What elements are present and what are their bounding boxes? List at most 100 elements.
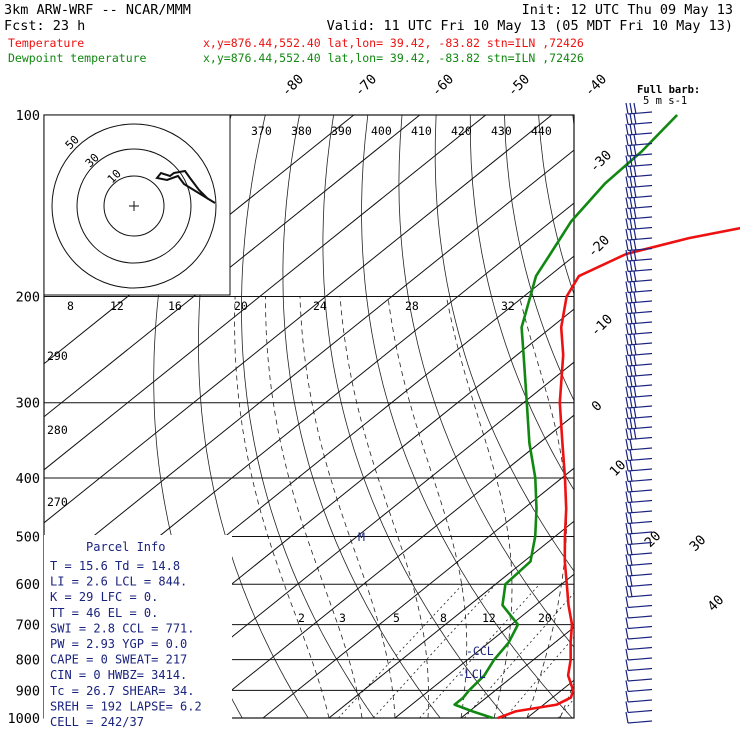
hodograph-ring	[76, 148, 192, 264]
melting-level-marker: M	[358, 530, 365, 544]
moist-adiabat	[234, 296, 330, 718]
isotherm	[262, 467, 574, 718]
pressure-tick-label: 300	[16, 396, 40, 412]
mixing-ratio-label: 2	[298, 611, 305, 625]
theta-label: 390	[331, 124, 352, 138]
wind-barb	[625, 260, 653, 273]
wind-barb	[625, 648, 653, 661]
mixing-ratio-line	[464, 592, 574, 718]
wind-barb	[625, 354, 653, 367]
wind-barb	[625, 606, 653, 619]
wind-barb	[625, 617, 653, 630]
wind-barb	[625, 428, 653, 441]
wind-barb	[625, 333, 653, 346]
wind-barb	[625, 176, 653, 189]
wind-barb	[625, 270, 653, 283]
parcel-info-row: Tc = 26.7 SHEAR= 34.	[50, 684, 195, 698]
model-title: 3km ARW-WRF -- NCAR/MMM	[4, 2, 191, 18]
wind-barb	[625, 344, 653, 357]
hodograph-speed-label: 28	[405, 299, 419, 313]
moist-adiabat	[387, 296, 468, 718]
wind-barb	[625, 291, 653, 304]
parcel-info-row: T = 15.6 Td = 14.8	[50, 559, 180, 573]
parcel-info-row: LI = 2.6 LCL = 844.	[50, 575, 187, 589]
wind-barb	[625, 365, 653, 378]
pressure-tick-label: 500	[16, 529, 40, 545]
temperature-tick-label: -20	[585, 232, 614, 261]
theta-label: 410	[411, 124, 432, 138]
barb-legend-title: Full barb:	[637, 84, 700, 96]
isotherm	[394, 573, 574, 718]
mixing-ratio-line	[504, 636, 574, 718]
pressure-tick-label: 900	[16, 683, 40, 699]
isotherm	[196, 414, 574, 718]
pressure-tick-label: 600	[16, 577, 40, 593]
wind-barb	[625, 123, 653, 136]
wind-barb	[625, 459, 653, 472]
pressure-tick-label: 400	[16, 471, 40, 487]
dry-adiabat	[709, 115, 740, 718]
mixing-ratio-line	[338, 583, 464, 718]
dry-adiabat	[675, 115, 740, 718]
temperature-tick-label: -60	[429, 71, 458, 100]
theta-label: 400	[371, 124, 392, 138]
dry-adiabat	[641, 115, 740, 718]
hodograph-speed-label: 8	[67, 299, 74, 313]
temperature-profile	[497, 226, 740, 720]
wind-barb	[625, 680, 653, 693]
valid-time: Valid: 11 UTC Fri 10 May 13 (05 MDT Fri …	[327, 18, 733, 34]
hodograph-speed-label: 12	[110, 299, 124, 313]
mixing-ratio-label: 8	[440, 611, 447, 625]
hodograph-ring	[51, 123, 217, 289]
wind-barb	[625, 102, 653, 115]
pressure-tick-label: 200	[16, 290, 40, 306]
theta-label: 280	[47, 423, 68, 437]
wind-barb	[625, 711, 653, 724]
dry-adiabat	[504, 115, 574, 402]
isotherm	[44, 115, 553, 524]
wind-barb	[625, 627, 653, 640]
hodograph-ring	[103, 175, 165, 237]
parcel-info-title: Parcel Info	[86, 540, 165, 554]
temperature-tick-label: 0	[589, 398, 606, 415]
wind-barb	[625, 207, 653, 220]
wind-barb	[625, 386, 653, 399]
theta-label: 380	[291, 124, 312, 138]
theta-label: 430	[491, 124, 512, 138]
wind-barb	[625, 375, 653, 388]
lcl-marker: -LCL	[458, 667, 486, 681]
isotherm	[130, 361, 574, 718]
wind-barb	[625, 323, 653, 336]
wind-barb	[625, 522, 653, 535]
dry-adiabat	[434, 115, 574, 572]
hodograph-speed-label: 20	[234, 299, 248, 313]
wind-barb	[625, 449, 653, 462]
mixing-ratio-label: 3	[339, 611, 346, 625]
dry-adiabat	[572, 115, 574, 129]
wind-barb	[625, 134, 653, 147]
wind-barb	[625, 407, 653, 420]
wind-barb	[625, 239, 653, 252]
dry-adiabat	[322, 115, 507, 718]
moist-adiabat	[339, 296, 429, 718]
wind-barb	[625, 228, 653, 241]
temperature-tick-label: 30	[687, 532, 710, 555]
mixing-ratio-line	[557, 698, 574, 718]
wind-barb	[625, 659, 653, 672]
wind-barb	[625, 302, 653, 315]
dewpoint-legend: Dewpoint temperature	[8, 51, 147, 65]
wind-barbs	[625, 102, 653, 724]
wind-barb	[625, 312, 653, 325]
wind-barb	[625, 701, 653, 714]
init-time: Init: 12 UTC Thu 09 May 13	[522, 2, 733, 18]
temperature-tick-label: -80	[279, 71, 308, 100]
profile-layer: -CCL -LCL M	[358, 114, 740, 720]
wind-barb	[625, 512, 653, 525]
wind-barb	[625, 554, 653, 567]
parcel-info-row: TT = 46 EL = 0.	[50, 606, 158, 620]
pressure-tick-label: 1000	[7, 711, 40, 727]
parcel-info-row: SWI = 2.8 CCL = 771.	[50, 621, 195, 635]
isotherm	[328, 520, 574, 718]
